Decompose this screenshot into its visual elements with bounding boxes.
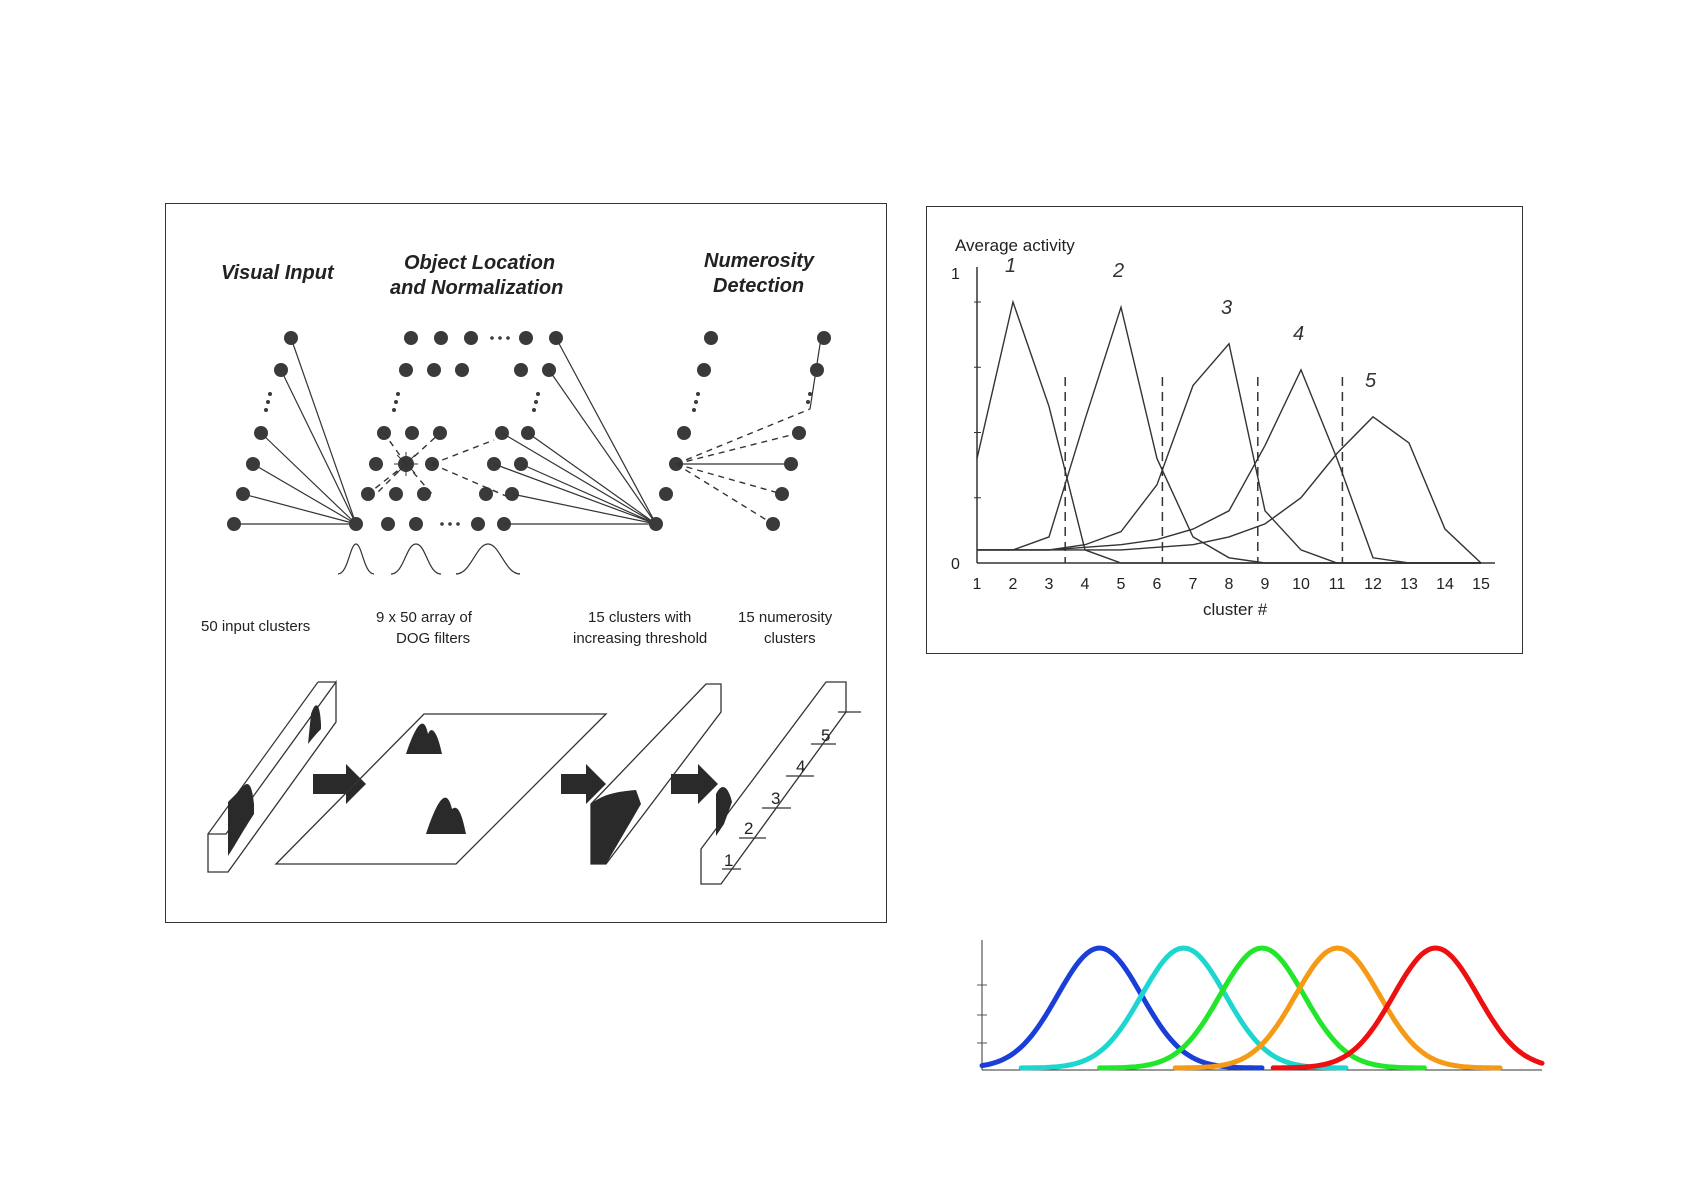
numerosity-mark-2: 2 (744, 819, 753, 838)
caption-dog-array-1: 9 x 50 array of (376, 609, 473, 626)
x-tick-label: 10 (1292, 576, 1310, 593)
caption-numerosity-2: clusters (764, 630, 816, 647)
caption-threshold-1: 15 clusters with (588, 609, 691, 626)
series-line-4 (977, 368, 1481, 564)
series-label-5: 5 (1365, 370, 1377, 392)
stage-title-visual-input: Visual Input (221, 262, 335, 284)
series-line-5 (977, 415, 1482, 564)
stage-title-normalization: and Normalization (390, 277, 563, 299)
series-label-1: 1 (1005, 255, 1016, 277)
x-tick-label: 9 (1261, 576, 1270, 593)
stage-title-detection: Detection (713, 275, 804, 297)
x-tick-label: 4 (1081, 576, 1090, 593)
y-tick-label-1: 1 (951, 266, 960, 283)
stage-title-numerosity: Numerosity (704, 250, 815, 272)
numerosity-mark-1: 1 (724, 851, 733, 870)
input-connections (234, 337, 357, 525)
tuning-series (979, 945, 1545, 1071)
filter-profiles (337, 543, 521, 575)
caption-threshold-2: increasing threshold (573, 630, 707, 647)
x-tick-label: 12 (1364, 576, 1382, 593)
schematic-threshold-strip (590, 683, 722, 865)
array-to-threshold-connections (493, 337, 663, 531)
x-tick-label: 2 (1009, 576, 1018, 593)
dog-filter-array (361, 331, 563, 531)
model-diagram-panel: Visual Input Object Location and Normali… (165, 203, 887, 923)
x-axis-label: cluster # (1203, 600, 1268, 619)
caption-numerosity-1: 15 numerosity (738, 609, 833, 626)
chart-title: Average activity (955, 236, 1075, 255)
stage-title-object-location: Object Location (404, 252, 555, 274)
tuning-curve-1 (979, 945, 1265, 1071)
x-tick-label: 3 (1045, 576, 1054, 593)
x-tick-label: 1 (973, 576, 982, 593)
series-labels: 1 2 3 4 5 (1005, 255, 1377, 392)
series-lines (976, 299, 1482, 564)
series-label-4: 4 (1293, 323, 1304, 345)
x-tick-label: 14 (1436, 576, 1454, 593)
caption-input-clusters: 50 input clusters (201, 618, 310, 635)
arrow-icon (561, 764, 606, 804)
caption-dog-array-2: DOG filters (396, 630, 470, 647)
schematic-numerosity-strip: 1 2 3 4 5 (700, 681, 861, 885)
numerosity-network (659, 331, 831, 531)
arrow-icon (671, 764, 718, 804)
x-tick-label: 6 (1153, 576, 1162, 593)
tuning-curve-5 (1270, 945, 1545, 1071)
boundary-lines (1064, 377, 1344, 563)
x-tick-label: 7 (1189, 576, 1198, 593)
x-tick-label: 5 (1117, 576, 1126, 593)
tuning-curve-3 (1097, 945, 1427, 1071)
series-label-3: 3 (1221, 297, 1232, 319)
activity-chart-panel: Average activity 1 0 1 2 3 4 5 6 7 8 9 10 11 12 13 14… (926, 206, 1523, 654)
model-diagram: Visual Input Object Location and Normali… (201, 250, 861, 885)
series-line-3 (977, 342, 1481, 564)
x-tick-label: 8 (1225, 576, 1234, 593)
numerosity-mark-3: 3 (771, 789, 780, 808)
tuning-curve-2 (1018, 945, 1349, 1071)
input-nodes (227, 331, 363, 531)
numerosity-mark-5: 5 (821, 726, 830, 745)
x-tick-labels: 1 2 3 4 5 6 7 8 9 10 11 12 13 14 15 (973, 576, 1490, 593)
x-tick-label: 15 (1472, 576, 1490, 593)
x-tick-label: 11 (1329, 576, 1346, 593)
x-tick-label: 13 (1400, 576, 1418, 593)
y-tick-label-0: 0 (951, 556, 960, 573)
tuning-curve-4 (1172, 945, 1503, 1071)
numerosity-mark-4: 4 (796, 757, 805, 776)
y-axis-ticks (974, 301, 981, 499)
series-label-2: 2 (1112, 260, 1124, 282)
arrow-icon (313, 764, 366, 804)
activity-chart: Average activity 1 0 1 2 3 4 5 6 7 8 9 10 11 12 13 14… (951, 236, 1495, 619)
schematic-input-strip (207, 679, 337, 873)
schematic-dog-plane (274, 713, 608, 865)
tuning-curves-chart (977, 940, 1545, 1071)
